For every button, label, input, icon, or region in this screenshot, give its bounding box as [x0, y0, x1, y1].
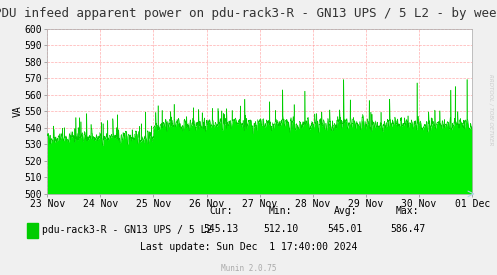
- Text: 586.47: 586.47: [390, 224, 425, 234]
- Text: 545.01: 545.01: [328, 224, 363, 234]
- Text: Munin 2.0.75: Munin 2.0.75: [221, 264, 276, 273]
- Text: Min:: Min:: [269, 207, 293, 216]
- Text: pdu-rack3-R - GN13 UPS / 5 L2: pdu-rack3-R - GN13 UPS / 5 L2: [42, 225, 213, 235]
- Text: Avg:: Avg:: [333, 207, 357, 216]
- Text: 512.10: 512.10: [263, 224, 298, 234]
- Text: 545.13: 545.13: [204, 224, 239, 234]
- Text: Max:: Max:: [396, 207, 419, 216]
- Y-axis label: VA: VA: [12, 106, 23, 117]
- Text: PDU infeed apparent power on pdu-rack3-R - GN13 UPS / 5 L2 - by week: PDU infeed apparent power on pdu-rack3-R…: [0, 7, 497, 20]
- Text: Last update: Sun Dec  1 17:40:00 2024: Last update: Sun Dec 1 17:40:00 2024: [140, 242, 357, 252]
- Text: RRDTOOL / TOBI OETIKER: RRDTOOL / TOBI OETIKER: [488, 74, 493, 146]
- Text: Cur:: Cur:: [209, 207, 233, 216]
